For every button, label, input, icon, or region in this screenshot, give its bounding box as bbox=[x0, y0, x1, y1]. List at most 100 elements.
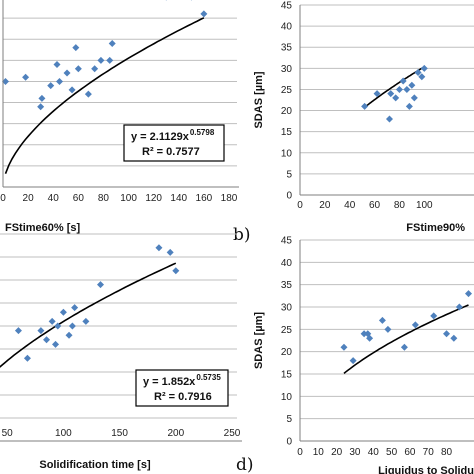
x-tick-label-c: 150 bbox=[111, 428, 128, 439]
data-point-a bbox=[38, 94, 46, 102]
y-tick-label-d: 0 bbox=[286, 437, 292, 448]
data-point-a bbox=[56, 77, 63, 85]
chart-panel-d: 0 10 20 30 40 50 60 70 80 0 5 10 15 20 25 30 35 40 45 SDAS … bbox=[253, 236, 474, 474]
chart-panel-b: 0 20 40 60 80 100 0 5 10 15 20 25 30 35 40 45 SDAS [µm] F… bbox=[233, 1, 474, 245]
data-point-c bbox=[82, 317, 90, 325]
data-point-a bbox=[72, 44, 80, 52]
data-point-b bbox=[403, 85, 411, 93]
data-point-a bbox=[106, 56, 114, 64]
x-tick-label-a: 0 bbox=[0, 193, 6, 204]
data-point-b bbox=[418, 73, 426, 81]
equation-box-c bbox=[135, 369, 229, 407]
plot-area-a bbox=[2, 0, 237, 188]
data-point-a bbox=[37, 103, 45, 111]
x-tick-label-c: 100 bbox=[55, 428, 72, 439]
data-point-b bbox=[387, 90, 395, 98]
data-point-b bbox=[420, 64, 428, 72]
data-point-d bbox=[340, 343, 348, 351]
y-tick-label-b: 20 bbox=[281, 106, 293, 117]
data-point-d bbox=[430, 312, 438, 320]
data-point-b bbox=[414, 69, 422, 77]
x-tick-label-b: 60 bbox=[369, 200, 381, 211]
equation-exponent-c: 0.5735 bbox=[196, 373, 221, 382]
equation-label-c: y = 1.852x bbox=[143, 376, 196, 388]
y-tick-label-d: 20 bbox=[281, 347, 293, 358]
x-tick-label-c: 250 bbox=[224, 428, 241, 439]
data-point-a bbox=[53, 61, 61, 69]
data-point-d bbox=[443, 330, 451, 338]
x-tick-label-a: 40 bbox=[48, 193, 60, 204]
data-point-a bbox=[2, 77, 10, 85]
data-point-c bbox=[48, 317, 56, 325]
x-axis-title-b: FStime90% bbox=[406, 222, 465, 234]
data-point-c bbox=[37, 327, 45, 335]
x-tick-label-c: 200 bbox=[167, 428, 184, 439]
y-tick-label-d: 40 bbox=[281, 258, 293, 269]
data-point-d bbox=[366, 334, 374, 342]
plot-area-b bbox=[300, 4, 474, 196]
x-tick-label-b: 40 bbox=[344, 200, 356, 211]
data-point-c bbox=[23, 354, 31, 362]
x-tick-label-d: 0 bbox=[297, 447, 303, 458]
data-point-b bbox=[408, 81, 416, 89]
data-point-d bbox=[378, 316, 386, 324]
data-point-a bbox=[74, 65, 82, 73]
data-point-c bbox=[166, 248, 174, 256]
x-tick-label-a: 140 bbox=[170, 193, 187, 204]
data-point-b bbox=[410, 94, 418, 102]
data-point-c bbox=[54, 322, 62, 330]
data-point-c bbox=[172, 267, 180, 275]
data-point-b bbox=[395, 85, 403, 93]
data-point-c bbox=[96, 281, 104, 289]
x-tick-label-a: 180 bbox=[221, 193, 238, 204]
y-tick-label-b: 10 bbox=[281, 148, 293, 159]
data-point-a bbox=[84, 90, 92, 98]
y-tick-label-b: 30 bbox=[281, 64, 293, 75]
x-tick-label-d: 60 bbox=[404, 447, 416, 458]
trendline-d bbox=[343, 304, 469, 375]
data-point-b bbox=[399, 77, 407, 85]
chart-panel-c: 50 100 150 200 250 Solidification time [s] y =… bbox=[0, 233, 254, 474]
data-point-c bbox=[65, 331, 73, 339]
x-tick-label-d: 70 bbox=[423, 447, 435, 458]
data-point-a bbox=[47, 82, 55, 90]
y-tick-label-d: 25 bbox=[281, 325, 293, 336]
data-point-d bbox=[360, 330, 368, 338]
x-tick-label-d: 80 bbox=[441, 447, 453, 458]
x-tick-label-a: 80 bbox=[98, 193, 110, 204]
data-point-b bbox=[405, 102, 413, 110]
data-point-c bbox=[52, 340, 60, 348]
data-point-d bbox=[465, 290, 473, 298]
panel-label-c: d) bbox=[236, 455, 254, 474]
x-axis-title-d: Liquidus to Solidu bbox=[378, 465, 474, 474]
y-tick-label-d: 45 bbox=[281, 236, 293, 247]
x-tick-label-a: 100 bbox=[120, 193, 137, 204]
y-tick-label-b: 25 bbox=[281, 85, 293, 96]
data-point-b bbox=[373, 90, 381, 98]
x-axis-title-a: FStime60% [s] bbox=[5, 222, 81, 234]
data-point-a bbox=[91, 65, 99, 73]
data-point-a bbox=[200, 10, 208, 18]
data-point-c bbox=[14, 327, 22, 335]
y-tick-label-b: 35 bbox=[281, 43, 293, 54]
data-point-a bbox=[97, 56, 105, 64]
plot-area-c bbox=[0, 233, 237, 442]
data-point-b bbox=[385, 115, 393, 123]
x-tick-label-c: 50 bbox=[2, 428, 14, 439]
x-tick-label-d: 40 bbox=[368, 447, 380, 458]
data-point-a bbox=[165, 0, 167, 1]
y-tick-label-d: 15 bbox=[281, 370, 293, 381]
data-point-a bbox=[190, 0, 192, 1]
y-tick-label-d: 35 bbox=[281, 280, 293, 291]
plot-area-d bbox=[300, 239, 474, 442]
chart-panel-a: 0 20 40 60 80 100 120 140 160 180 FStime60% [s] y =… bbox=[0, 0, 239, 234]
data-point-d bbox=[400, 343, 408, 351]
y-axis-title-d: SDAS [µm] bbox=[253, 312, 265, 369]
data-point-c bbox=[43, 336, 51, 344]
r-squared-label-a: R² = 0.7577 bbox=[142, 146, 200, 158]
r-squared-label-c: R² = 0.7916 bbox=[154, 391, 212, 403]
data-point-a bbox=[68, 86, 76, 94]
y-tick-label-b: 45 bbox=[281, 1, 293, 12]
x-tick-label-b: 100 bbox=[416, 200, 433, 211]
